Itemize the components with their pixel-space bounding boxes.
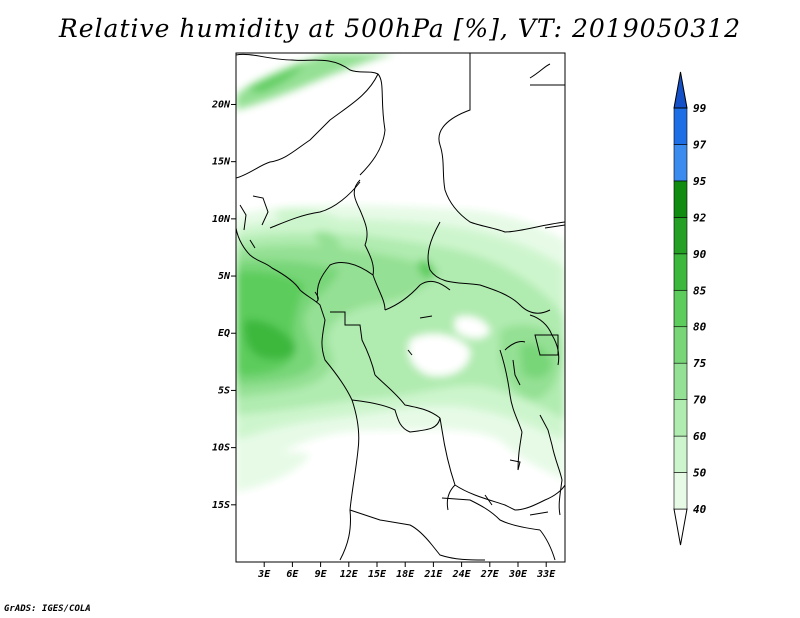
rh-north-streak bbox=[236, 53, 395, 110]
lon-tick-label: 18E bbox=[396, 569, 415, 580]
colorbar-segment bbox=[673, 180, 688, 218]
colorbar: 40 50 60 70 75 80 85 90 92 95 97 99 bbox=[673, 71, 707, 546]
lon-tick-label: 12E bbox=[340, 569, 359, 580]
colorbar-label: 60 bbox=[693, 430, 707, 443]
colorbar-segment bbox=[673, 326, 688, 364]
latitude-axis: 20N 15N 10N 5N EQ 5S 10S 15S bbox=[211, 99, 236, 511]
map-frame bbox=[235, 52, 566, 563]
colorbar-lower-triangle bbox=[673, 508, 688, 546]
colorbar-label: 75 bbox=[693, 357, 707, 370]
lon-tick-label: 3E bbox=[257, 569, 271, 580]
colorbar-label: 90 bbox=[693, 248, 707, 261]
colorbar-label: 85 bbox=[693, 284, 707, 297]
colorbar-label: 97 bbox=[693, 138, 707, 151]
colorbar-segment bbox=[673, 399, 688, 437]
lon-tick-label: 24E bbox=[452, 569, 472, 580]
colorbar-label: 99 bbox=[693, 102, 707, 115]
colorbar-segment bbox=[673, 217, 688, 255]
lat-tick-label: 10N bbox=[212, 214, 231, 225]
lon-tick-label: 21E bbox=[423, 569, 443, 580]
colorbar-label: 92 bbox=[693, 211, 707, 224]
colorbar-label: 95 bbox=[693, 175, 707, 188]
colorbar-upper-triangle bbox=[673, 71, 688, 109]
lat-tick-label: EQ bbox=[218, 328, 230, 339]
colorbar-segment bbox=[673, 289, 688, 328]
credit-label: GrADS: IGES/COLA bbox=[4, 604, 91, 614]
lon-tick-label: 6E bbox=[286, 569, 299, 580]
rh-90-region bbox=[244, 319, 296, 360]
colorbar-segment bbox=[673, 472, 688, 510]
lon-tick-label: 33E bbox=[536, 569, 556, 580]
lat-tick-label: 20N bbox=[211, 99, 231, 110]
colorbar-label: 70 bbox=[693, 394, 707, 407]
lat-tick-label: 5S bbox=[218, 385, 230, 396]
lon-tick-label: 15E bbox=[368, 569, 387, 580]
colorbar-segment bbox=[673, 144, 688, 182]
humidity-field bbox=[236, 53, 565, 562]
lat-tick-label: 15S bbox=[212, 500, 230, 511]
chart-title: Relative humidity at 500hPa [%], VT: 201… bbox=[58, 14, 742, 43]
lat-tick-label: 15N bbox=[212, 157, 231, 168]
colorbar-segment bbox=[673, 107, 688, 145]
lat-tick-label: 10S bbox=[212, 443, 230, 454]
colorbar-label: 40 bbox=[693, 503, 707, 516]
colorbar-segment bbox=[673, 435, 688, 473]
country-borders bbox=[236, 53, 565, 561]
colorbar-label: 80 bbox=[693, 321, 707, 334]
lon-tick-label: 30E bbox=[508, 569, 528, 580]
lon-tick-label: 27E bbox=[480, 569, 500, 580]
longitude-axis: 3E 6E 9E 12E 15E 18E 21E 24E 27E 30E 33E bbox=[257, 562, 556, 580]
colorbar-label: 50 bbox=[693, 467, 707, 480]
colorbar-segment bbox=[673, 253, 688, 291]
colorbar-segment bbox=[673, 362, 688, 400]
lat-tick-label: 5N bbox=[218, 271, 231, 282]
lon-tick-label: 9E bbox=[315, 569, 328, 580]
